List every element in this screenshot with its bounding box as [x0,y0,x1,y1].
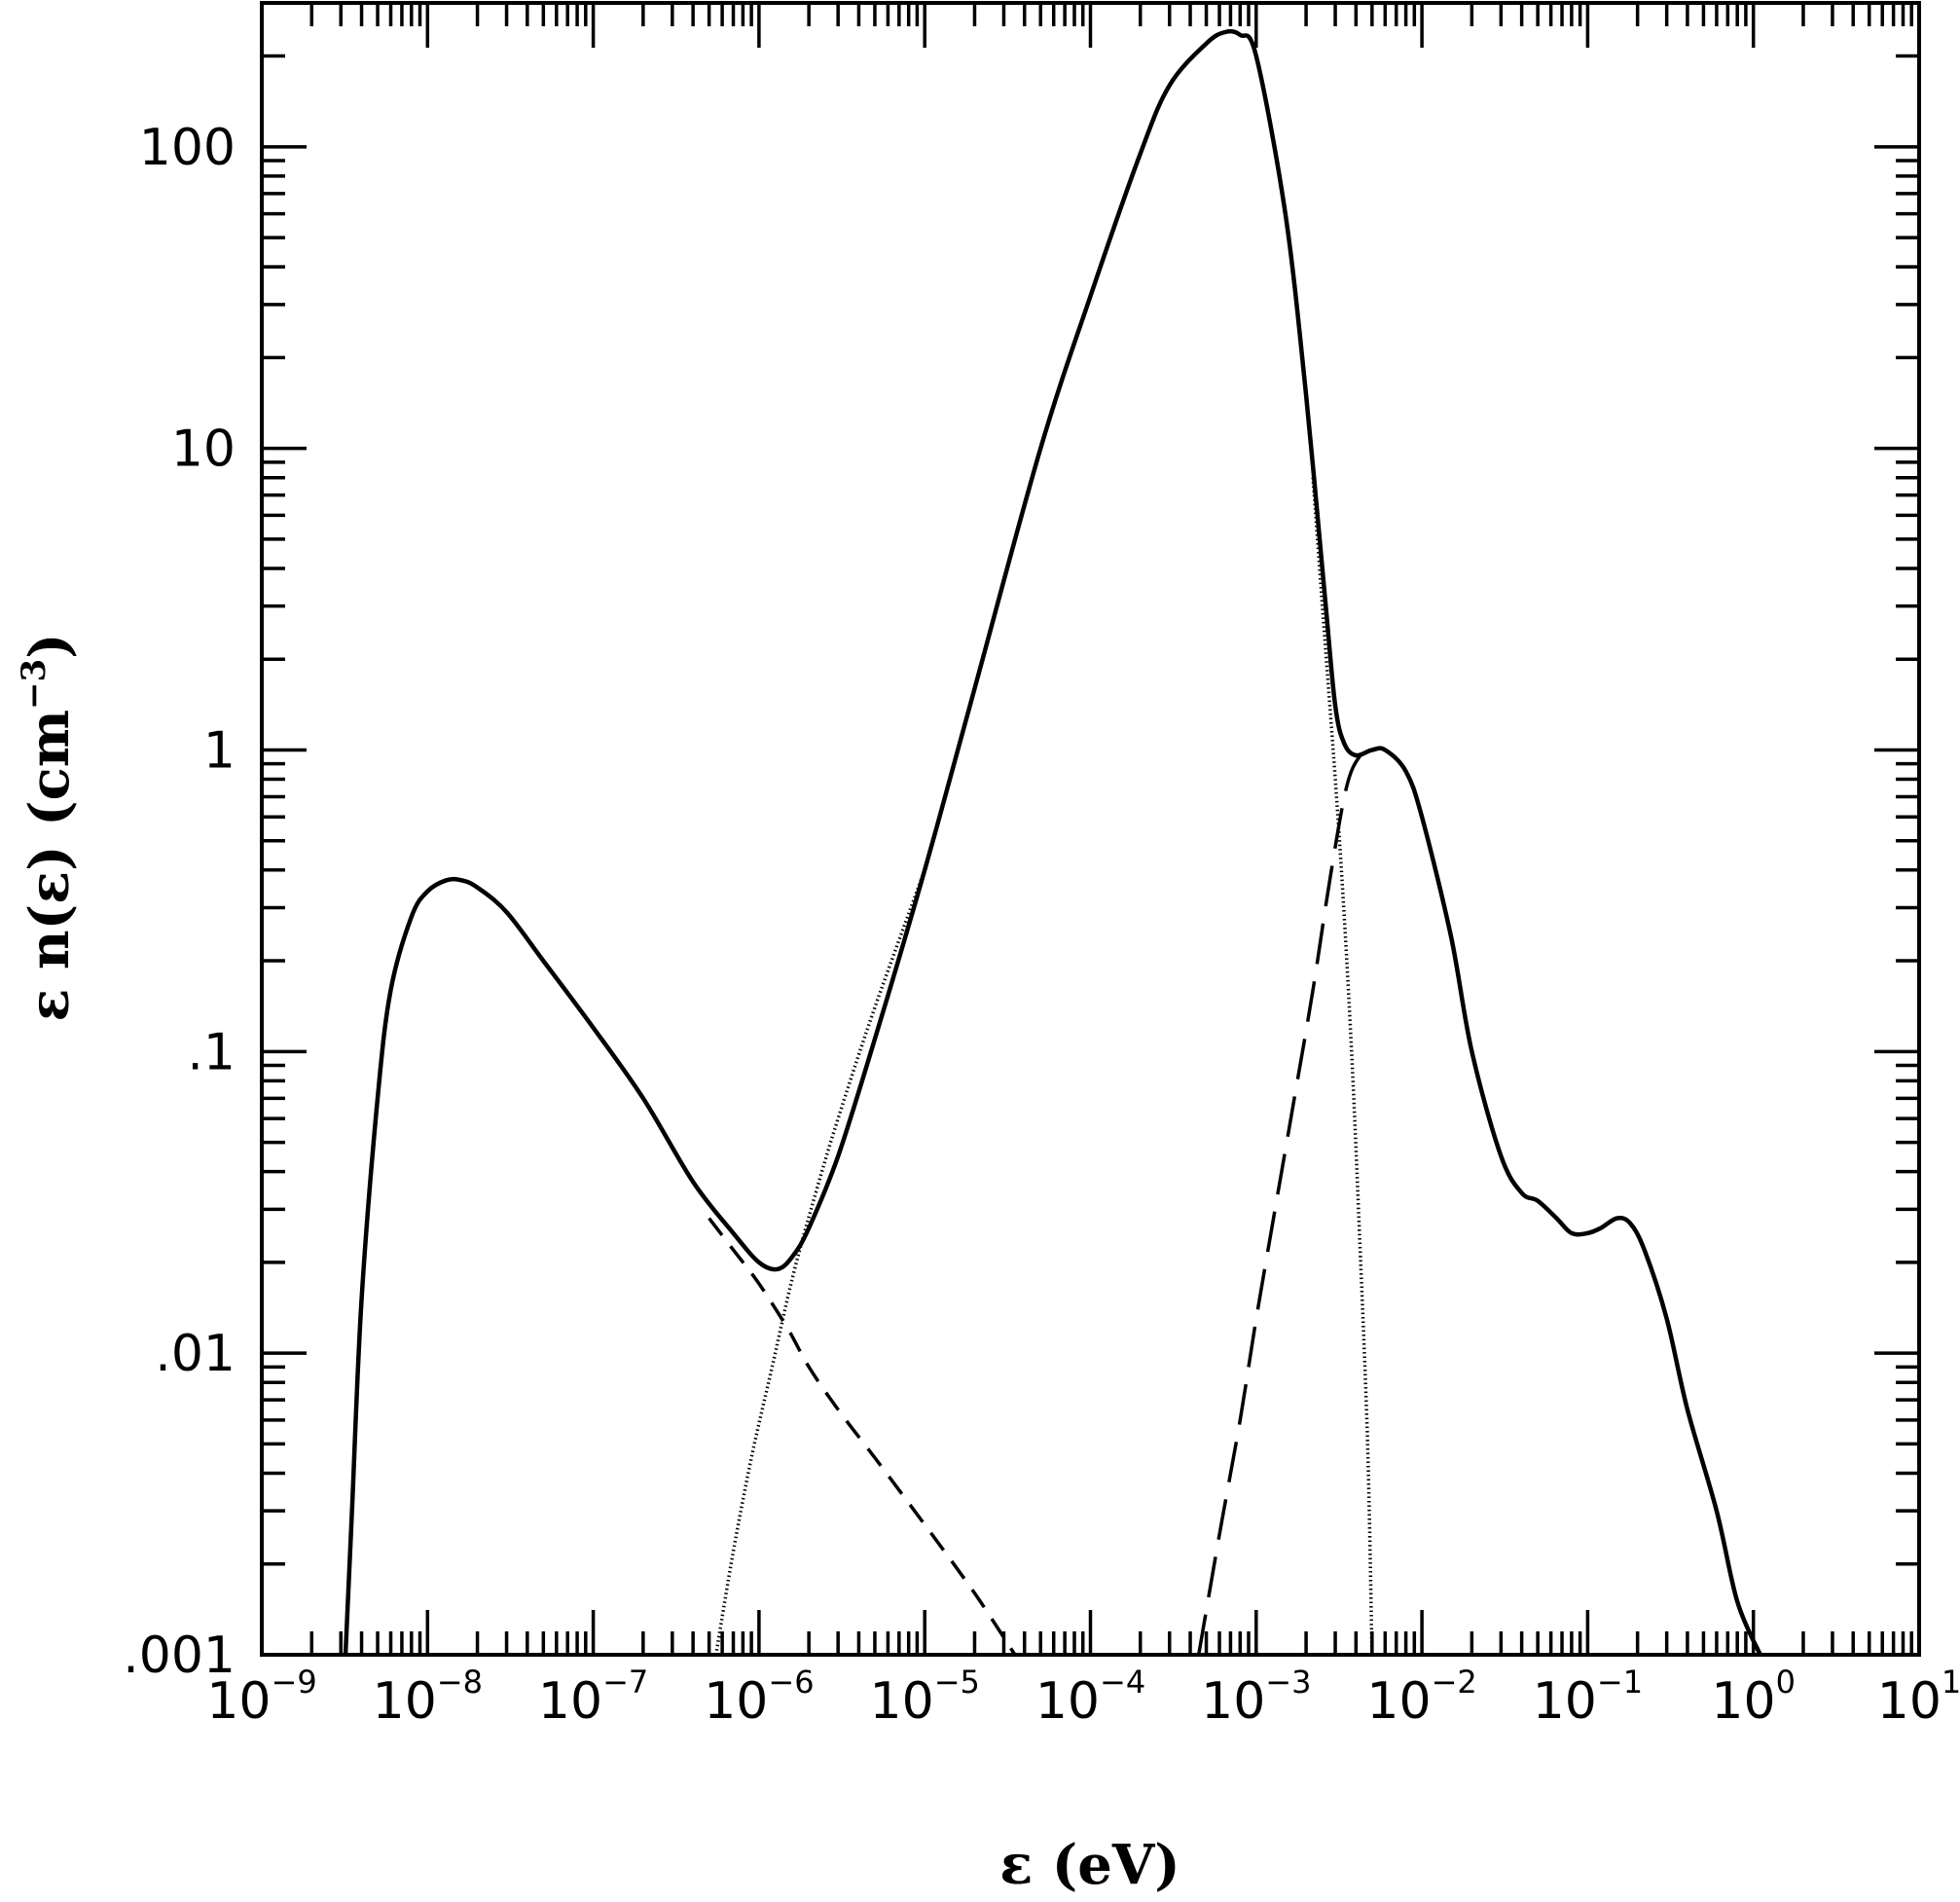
y-tick-label: 10 [171,421,236,479]
x-tick-label-base: 10 [704,1672,768,1731]
x-tick-label-base: 10 [206,1672,271,1731]
x-tick-label-exponent: 1 [1942,1664,1960,1701]
x-tick-label: 10−8 [373,1664,483,1731]
x-tick-label-base: 10 [1711,1672,1775,1731]
x-tick-label-base: 10 [870,1672,934,1731]
x-tick-label-exponent: −3 [1265,1664,1311,1701]
x-tick-label-exponent: −2 [1432,1664,1477,1701]
y-axis-title: ε n(ε) (cm−3) [15,633,82,1021]
x-tick-label: 10−3 [1201,1664,1311,1731]
x-tick-label-exponent: −4 [1100,1664,1145,1701]
plot-frame [260,1,1921,1657]
y-axis-title-main: ε n(ε) (cm [18,710,82,1022]
x-tick-labels: 10−9 10−8 10−7 10−6 10−5 10−4 10−3 10−2 10−1 100 1… [206,1664,1960,1731]
x-tick-label-exponent: −8 [437,1664,483,1701]
x-tick-label-exponent: 0 [1776,1664,1796,1701]
y-tick-label: 1 [203,721,236,780]
x-tick-label-exponent: −7 [602,1664,648,1701]
y-tick-labels: .001 .01 .1 1 10 100 [123,119,236,1685]
axis-ticks [260,1,1919,1657]
x-tick-label: 101 [1877,1664,1960,1731]
y-tick-label: .1 [187,1023,236,1081]
x-tick-label-base: 10 [1533,1672,1597,1731]
y-tick-label: 100 [139,119,236,177]
x-tick-label-exponent: −9 [272,1664,317,1701]
series-solid-line [343,28,1762,1656]
y-axis-title-close: ) [18,633,82,659]
series-group [343,28,1762,1656]
x-tick-label-base: 10 [1201,1672,1265,1731]
x-axis-title: ε (eV) [999,1833,1180,1897]
x-tick-label: 100 [1711,1664,1796,1731]
x-tick-label: 10−2 [1366,1664,1476,1731]
x-tick-label-base: 10 [1035,1672,1100,1731]
x-tick-label-exponent: −5 [934,1664,980,1701]
x-tick-label-base: 10 [373,1672,437,1731]
y-axis-title-exponent: −3 [15,659,54,710]
x-tick-label-base: 10 [1366,1672,1431,1731]
x-tick-label-base: 10 [538,1672,602,1731]
x-tick-label-exponent: −6 [768,1664,814,1701]
x-tick-label-exponent: −1 [1597,1664,1643,1701]
x-tick-label: 10−9 [206,1664,316,1731]
x-tick-label: 10−7 [538,1664,648,1731]
x-tick-label: 10−6 [704,1664,814,1731]
y-tick-label: .01 [155,1325,236,1383]
x-tick-label: 10−1 [1533,1664,1643,1731]
x-tick-label: 10−5 [870,1664,980,1731]
series-dotted-line [713,869,926,1656]
series-long-dash-line [1196,748,1373,1656]
y-tick-label: .001 [123,1627,236,1685]
series-short-dash-line [708,1217,1017,1656]
series-dotted-line [1311,477,1374,1656]
x-tick-label: 10−4 [1035,1664,1145,1731]
x-tick-label-base: 10 [1877,1672,1942,1731]
